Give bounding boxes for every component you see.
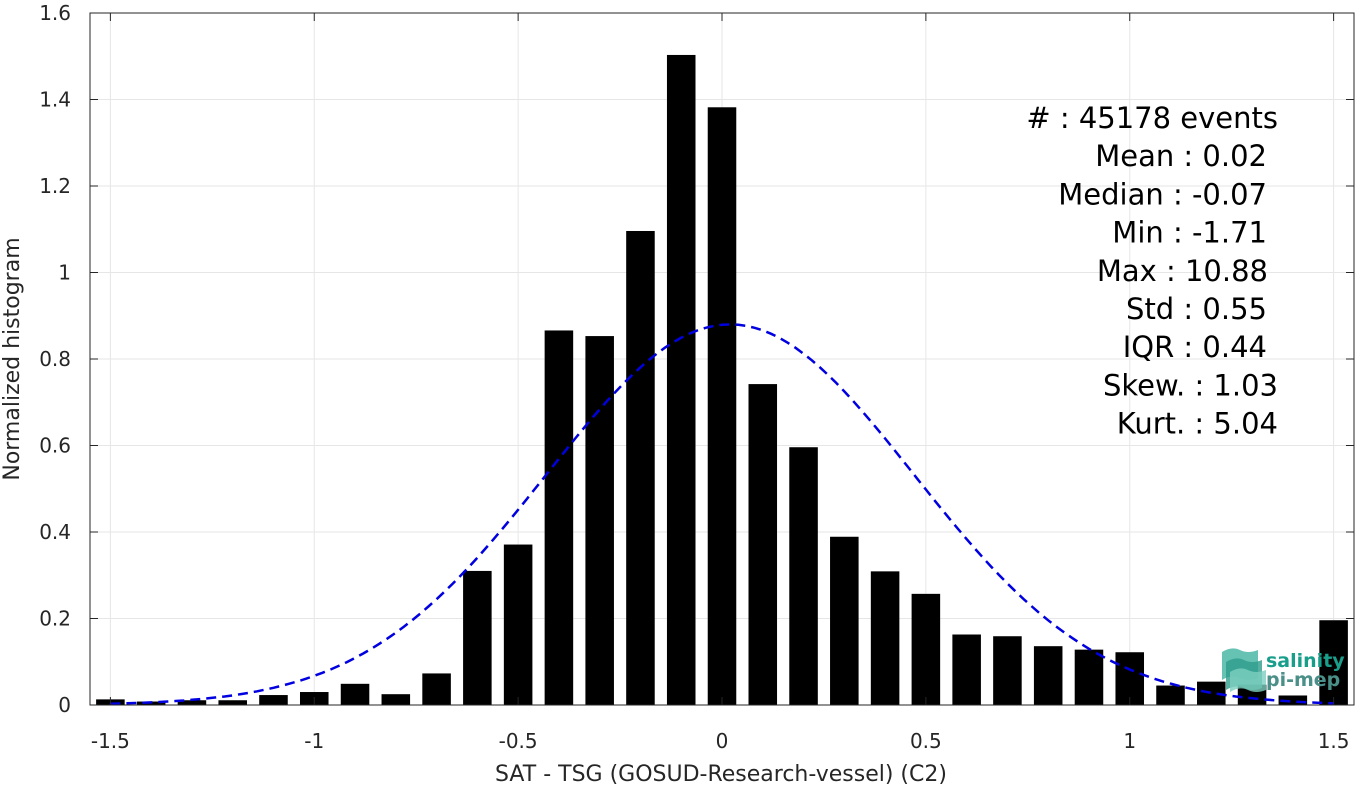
y-tick-label: 1	[58, 261, 71, 285]
histogram-bar	[789, 447, 818, 705]
histogram-bar	[218, 700, 247, 705]
x-tick-label: -0.5	[499, 729, 538, 753]
gaussian-fit-line	[110, 323, 1334, 705]
logo-text-line1: salinity	[1266, 650, 1345, 672]
y-tick-label: 1.4	[39, 88, 71, 112]
y-tick-label: 1.6	[39, 1, 71, 25]
histogram-bar	[503, 544, 533, 705]
histogram-bar	[830, 536, 859, 705]
histogram-bar	[748, 384, 778, 705]
histogram-bar	[1278, 695, 1308, 705]
y-tick-label: 0.4	[39, 520, 71, 544]
stat-line: Median : -0.07	[1058, 177, 1267, 211]
histogram-bar	[1319, 620, 1348, 705]
logo-wave-icon	[1222, 648, 1266, 692]
salinity-pi-mep-logo: salinity pi-mep	[1222, 648, 1345, 692]
stat-line: # : 45178 events	[1026, 101, 1278, 135]
histogram-bar	[952, 634, 981, 705]
x-tick-label: -1.5	[91, 729, 130, 753]
y-tick-label: 0.2	[39, 607, 71, 631]
histogram-bar	[259, 695, 288, 705]
bars	[96, 54, 1348, 706]
histogram-bar	[544, 330, 574, 705]
y-tick-label: 1.2	[39, 174, 71, 198]
logo-text-line2: pi-mep	[1266, 669, 1340, 691]
histogram-bar	[1033, 646, 1063, 705]
stat-line: Min : -1.71	[1112, 216, 1267, 250]
histogram-bar	[666, 54, 696, 705]
x-tick-label: 1.5	[1318, 729, 1350, 753]
x-ticks: -1.5 -1 -0.5 0 0.5 1 1.5	[91, 13, 1350, 753]
x-tick-label: 0.5	[910, 729, 942, 753]
histogram-bar	[626, 230, 655, 706]
histogram-bar	[340, 683, 370, 705]
histogram-bar	[1156, 685, 1185, 705]
stat-line: IQR : 0.44	[1123, 330, 1267, 364]
histogram-bar	[870, 571, 900, 705]
y-ticks: 0 0.2 0.4 0.6 0.8 1 1.2 1.4 1.6	[39, 1, 1354, 717]
x-axis-label: SAT - TSG (GOSUD-Research-vessel) (C2)	[495, 762, 947, 785]
stats-box: # : 45178 events Mean : 0.02 Median : -0.0…	[1026, 101, 1278, 441]
stat-line: Mean : 0.02	[1095, 139, 1267, 173]
histogram-bar	[585, 336, 614, 705]
histogram-bar	[707, 107, 737, 705]
histogram-bar	[381, 694, 411, 705]
histogram-bar	[177, 700, 207, 705]
histogram-bar	[1197, 681, 1226, 705]
stat-line: Skew. : 1.03	[1103, 368, 1278, 402]
stat-line: Kurt. : 5.04	[1117, 407, 1278, 441]
histogram-bar	[911, 593, 941, 705]
y-axis-label: Normalized histogram	[0, 237, 25, 480]
histogram-bar	[993, 636, 1022, 705]
histogram-bar	[463, 570, 492, 705]
histogram-bar	[1074, 649, 1104, 705]
x-tick-label: 1	[1123, 729, 1136, 753]
stat-line: Std : 0.55	[1126, 292, 1267, 326]
histogram-bar	[422, 673, 451, 705]
y-tick-label: 0	[58, 693, 71, 717]
x-tick-label: 0	[716, 729, 729, 753]
y-tick-label: 0.8	[39, 347, 71, 371]
y-tick-label: 0.6	[39, 434, 71, 458]
histogram-bar	[1115, 652, 1145, 705]
stat-line: Max : 10.88	[1097, 254, 1268, 288]
x-tick-label: -1	[304, 729, 324, 753]
